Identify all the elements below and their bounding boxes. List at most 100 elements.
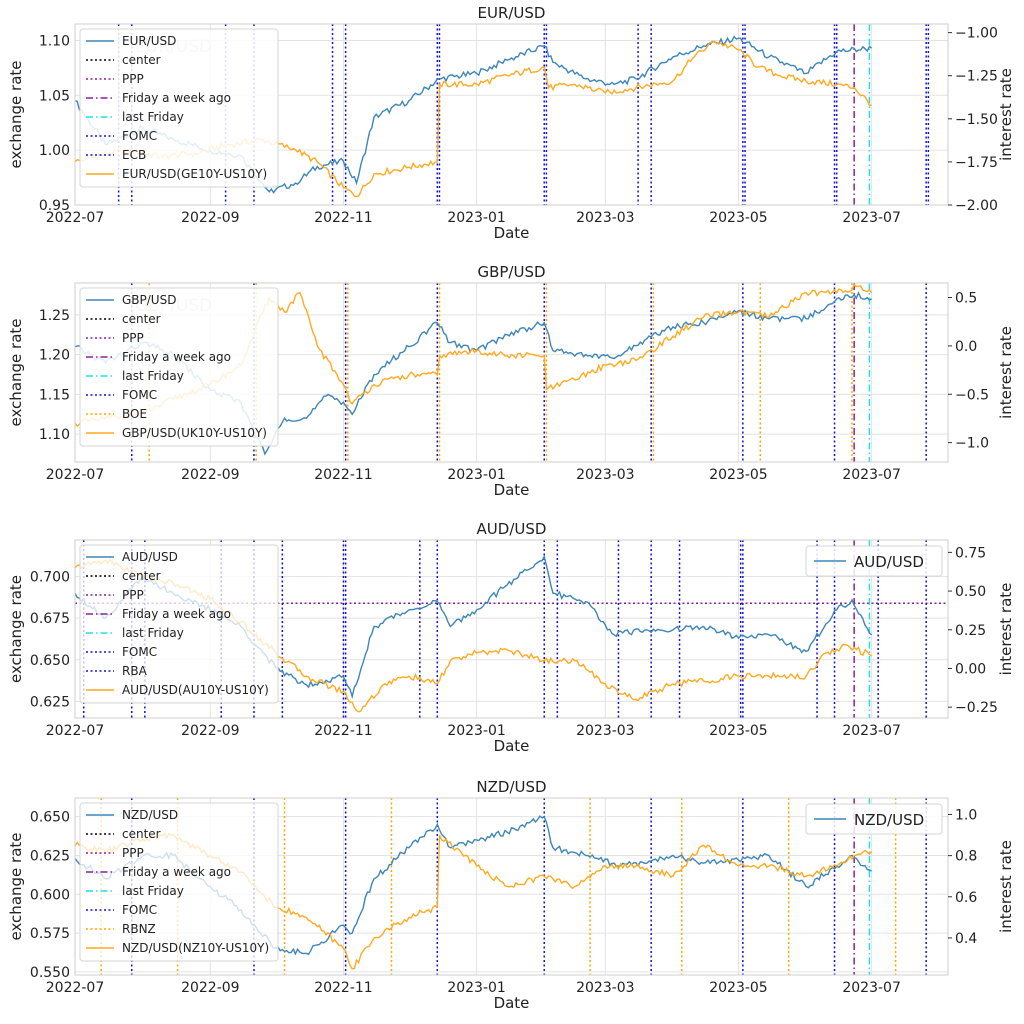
legend-label-aud-usd: AUD/USD [122, 550, 178, 564]
x-tick-label: 2023-01 [447, 210, 506, 226]
x-tick-label: 2022-11 [314, 980, 373, 996]
x-tick-label: 2023-01 [447, 467, 506, 483]
x-tick-label: 2023-07 [842, 980, 901, 996]
x-tick-label: 2023-01 [447, 980, 506, 996]
y2-tick-label: 0.00 [955, 661, 986, 677]
legend-label-eur-usd: EUR/USD [122, 34, 176, 48]
legend-label-ecb: ECB [122, 148, 146, 162]
panel-gbp-usd: GBP/USD GBP/USD 1.10 1.15 1.20 1.25 −1.0 −0.5 0.… [7, 263, 1015, 499]
legend-secondary: AUD/USD [805, 545, 943, 577]
y-tick-label: 0.575 [30, 926, 70, 942]
legend-box [805, 803, 943, 835]
x-axis-label: Date [494, 224, 530, 242]
y-tick-label: 0.650 [30, 810, 70, 826]
legend-label-friday-a-week-ago: Friday a week ago [122, 865, 231, 879]
legend-box [79, 544, 279, 704]
legend-box [79, 802, 279, 962]
y-axis-label: exchange rate [7, 575, 25, 683]
y2-axis-label: interest rate [997, 583, 1015, 676]
legend: NZD/USD center PPP Friday a week ago last Fr… [79, 802, 279, 962]
legend-label-center: center [122, 569, 161, 583]
legend-label-ppp: PPP [122, 331, 144, 345]
y-axis-label: exchange rate [7, 832, 25, 940]
legend-label-aud-usd-au10y-us10y: AUD/USD(AU10Y-US10Y) [122, 683, 269, 697]
x-tick-label: 2022-11 [314, 723, 373, 739]
x-tick-label: 2022-11 [314, 210, 373, 226]
y-tick-label: 0.675 [30, 611, 70, 627]
legend-label-fomc: FOMC [122, 129, 157, 143]
x-tick-label: 2022-07 [46, 210, 105, 226]
plot-frame [74, 539, 949, 719]
panel-title: NZD/USD [476, 778, 546, 796]
x-tick-label: 2023-05 [709, 210, 768, 226]
legend-box [805, 545, 943, 577]
legend: AUD/USD center PPP Friday a week ago last Fr… [79, 544, 279, 704]
x-tick-label: 2023-03 [576, 210, 635, 226]
x-tick-label: 2023-03 [576, 723, 635, 739]
y-tick-label: 0.650 [30, 653, 70, 669]
y-tick-label: 1.10 [39, 33, 70, 49]
x-tick-label: 2023-07 [842, 467, 901, 483]
legend-secondary: NZD/USD [805, 803, 943, 835]
legend: EUR/USD center PPP Friday a week ago last Fr… [79, 28, 279, 188]
y2-tick-label: 0.5 [955, 291, 977, 307]
legend-label-boe: BOE [122, 407, 147, 421]
y2-tick-label: −0.5 [955, 387, 989, 403]
panel-title: EUR/USD [478, 4, 546, 22]
legend-label-last-friday: last Friday [122, 369, 184, 383]
x-tick-label: 2023-03 [576, 467, 635, 483]
x-tick-label: 2023-07 [842, 210, 901, 226]
legend-label-center: center [122, 53, 161, 67]
x-tick-label: 2023-01 [447, 723, 506, 739]
x-tick-label: 2023-03 [576, 980, 635, 996]
x-axis-label: Date [494, 737, 530, 755]
y-tick-label: 1.10 [39, 427, 70, 443]
x-tick-label: 2022-09 [181, 467, 240, 483]
x-tick-label: 2022-09 [181, 980, 240, 996]
y2-tick-label: −0.25 [955, 700, 998, 716]
y-tick-label: 1.00 [39, 143, 70, 159]
x-tick-label: 2022-11 [314, 467, 373, 483]
legend-label-ppp: PPP [122, 72, 144, 86]
y2-tick-label: −2.00 [955, 198, 998, 214]
y-tick-label: 0.625 [30, 848, 70, 864]
legend-label-last-friday: last Friday [122, 110, 184, 124]
y2-tick-label: 0.0 [955, 339, 977, 355]
y2-tick-label: −1.00 [955, 26, 998, 42]
y2-tick-label: 0.25 [955, 623, 986, 639]
y2-axis-label: interest rate [997, 68, 1015, 161]
legend-box [79, 287, 279, 447]
y2-tick-label: 0.6 [955, 890, 977, 906]
panel-nzd-usd: NZD/USD 0.550 0.575 0.600 0.625 0.650 0.4 0.6 0.… [7, 778, 1015, 1012]
y2-tick-label: 1.0 [955, 807, 977, 823]
x-tick-label: 2023-05 [709, 980, 768, 996]
legend-label-ppp: PPP [122, 588, 144, 602]
legend: GBP/USD center PPP Friday a week ago last Fr… [79, 287, 279, 447]
plot-frame [74, 797, 949, 976]
legend-label-last-friday: last Friday [122, 626, 184, 640]
y2-tick-label: 0.75 [955, 545, 986, 561]
legend-label-nzd-usd-nz10y-us10y: NZD/USD(NZ10Y-US10Y) [122, 941, 269, 955]
y2-tick-label: −1.75 [955, 155, 998, 171]
legend-box [79, 28, 279, 188]
legend-label-friday-a-week-ago: Friday a week ago [122, 350, 231, 364]
y2-axis-label: interest rate [997, 326, 1015, 419]
y-tick-label: 0.700 [30, 570, 70, 586]
panel-aud-usd: AUD/USD 0.625 0.650 0.675 0.700 −0.25 0.00 0.25… [7, 520, 1015, 755]
legend-label-fomc: FOMC [122, 388, 157, 402]
x-tick-label: 2023-07 [842, 723, 901, 739]
y2-axis-label: interest rate [997, 840, 1015, 933]
legend-label-center: center [122, 827, 161, 841]
plot-frame [74, 282, 949, 463]
y2-tick-label: 0.50 [955, 584, 986, 600]
y-axis-label: exchange rate [7, 318, 25, 426]
x-axis-label: Date [494, 481, 530, 499]
y-tick-label: 1.20 [39, 348, 70, 364]
panel-title: GBP/USD [477, 263, 545, 281]
legend-label-rbnz: RBNZ [122, 922, 156, 936]
legend-label-aud-usd: AUD/USD [854, 553, 924, 571]
y-tick-label: 1.05 [39, 88, 70, 104]
x-tick-label: 2022-09 [181, 723, 240, 739]
legend-label-rba: RBA [122, 664, 148, 678]
